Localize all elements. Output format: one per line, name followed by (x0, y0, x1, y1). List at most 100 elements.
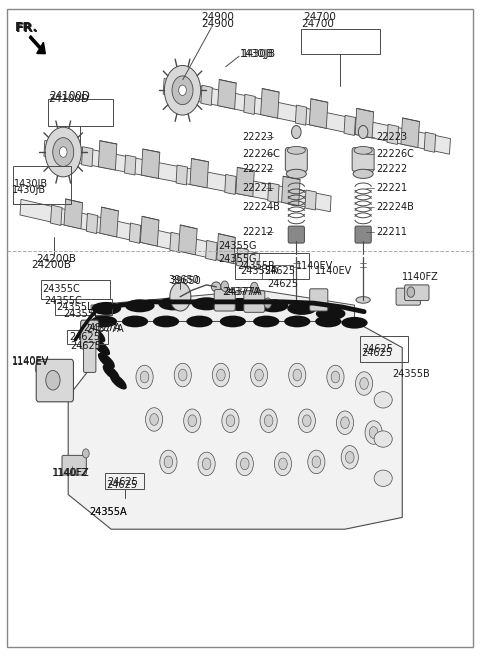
Circle shape (298, 409, 315, 432)
Circle shape (221, 281, 228, 291)
Ellipse shape (211, 282, 221, 292)
Text: 1430JB: 1430JB (242, 49, 276, 58)
Polygon shape (201, 85, 212, 106)
Text: 24900: 24900 (201, 12, 234, 22)
Text: 24100D: 24100D (49, 91, 90, 100)
Text: 24625: 24625 (71, 341, 102, 352)
Ellipse shape (354, 146, 372, 154)
Circle shape (179, 85, 186, 96)
Polygon shape (86, 213, 98, 234)
Circle shape (407, 287, 415, 297)
Circle shape (35, 363, 44, 375)
Polygon shape (50, 205, 62, 226)
FancyBboxPatch shape (62, 455, 86, 475)
Circle shape (240, 458, 249, 470)
Circle shape (212, 363, 229, 387)
Polygon shape (355, 108, 373, 138)
Ellipse shape (259, 299, 288, 312)
Polygon shape (217, 79, 236, 109)
Circle shape (236, 452, 253, 476)
Ellipse shape (315, 316, 341, 327)
Text: 1140FZ: 1140FZ (53, 468, 90, 478)
Circle shape (341, 445, 359, 469)
Text: 22226C: 22226C (242, 150, 280, 159)
Polygon shape (190, 159, 208, 188)
Circle shape (160, 450, 177, 474)
Ellipse shape (225, 298, 255, 311)
Text: 24625: 24625 (108, 476, 138, 487)
Polygon shape (244, 94, 255, 114)
Bar (301, 29, 380, 54)
Polygon shape (205, 240, 217, 260)
Ellipse shape (91, 316, 117, 327)
Text: 24700: 24700 (301, 19, 334, 30)
Text: 1140EV: 1140EV (315, 266, 353, 276)
Polygon shape (261, 89, 279, 118)
Polygon shape (129, 223, 141, 243)
Text: FR.: FR. (16, 22, 39, 35)
Text: 24355G: 24355G (218, 254, 257, 264)
Polygon shape (305, 190, 316, 210)
Ellipse shape (110, 374, 127, 390)
Text: 22222: 22222 (242, 164, 274, 174)
Text: 24355R: 24355R (237, 261, 275, 271)
Polygon shape (124, 155, 136, 175)
Bar (360, 336, 408, 362)
Text: 1140FZ: 1140FZ (402, 272, 439, 282)
Ellipse shape (287, 302, 317, 315)
Ellipse shape (289, 297, 303, 303)
Text: 24377A: 24377A (222, 287, 260, 297)
Polygon shape (309, 99, 328, 129)
Text: 24625: 24625 (69, 332, 100, 342)
Circle shape (198, 452, 215, 476)
Circle shape (216, 369, 225, 381)
FancyBboxPatch shape (81, 320, 99, 349)
Polygon shape (100, 207, 119, 237)
Polygon shape (163, 79, 450, 154)
FancyArrow shape (29, 35, 45, 54)
FancyBboxPatch shape (310, 289, 328, 311)
Bar (106, 473, 144, 489)
FancyBboxPatch shape (36, 359, 73, 402)
Circle shape (255, 369, 264, 381)
Circle shape (264, 415, 273, 426)
Text: 24625: 24625 (264, 266, 295, 276)
Ellipse shape (287, 146, 305, 154)
Ellipse shape (356, 297, 370, 303)
Circle shape (184, 409, 201, 432)
Ellipse shape (103, 365, 120, 380)
Polygon shape (170, 232, 181, 253)
Polygon shape (216, 234, 235, 264)
Circle shape (279, 458, 287, 470)
Bar (263, 264, 293, 279)
Text: 22223: 22223 (376, 132, 407, 142)
FancyBboxPatch shape (285, 148, 307, 171)
Ellipse shape (341, 317, 368, 329)
Text: 1430JB: 1430JB (12, 184, 46, 195)
Text: 24377A: 24377A (84, 323, 121, 333)
Text: 24355G: 24355G (218, 241, 257, 251)
Polygon shape (179, 225, 197, 255)
Polygon shape (282, 176, 300, 205)
Circle shape (288, 363, 306, 387)
Circle shape (302, 415, 311, 426)
FancyBboxPatch shape (214, 289, 235, 311)
Circle shape (45, 127, 82, 177)
FancyBboxPatch shape (244, 291, 265, 312)
Circle shape (359, 125, 368, 138)
FancyBboxPatch shape (405, 285, 429, 300)
Circle shape (356, 372, 372, 396)
Text: 39650: 39650 (168, 276, 199, 285)
Polygon shape (424, 132, 436, 152)
Circle shape (222, 409, 239, 432)
Circle shape (202, 458, 211, 470)
Text: 24100D: 24100D (48, 94, 89, 104)
Ellipse shape (125, 299, 155, 312)
Text: 1430JB: 1430JB (240, 49, 274, 58)
Circle shape (172, 76, 193, 105)
Polygon shape (225, 174, 236, 194)
Circle shape (341, 417, 349, 428)
Circle shape (336, 411, 354, 434)
Ellipse shape (98, 353, 115, 369)
Text: 24355B: 24355B (393, 369, 431, 379)
